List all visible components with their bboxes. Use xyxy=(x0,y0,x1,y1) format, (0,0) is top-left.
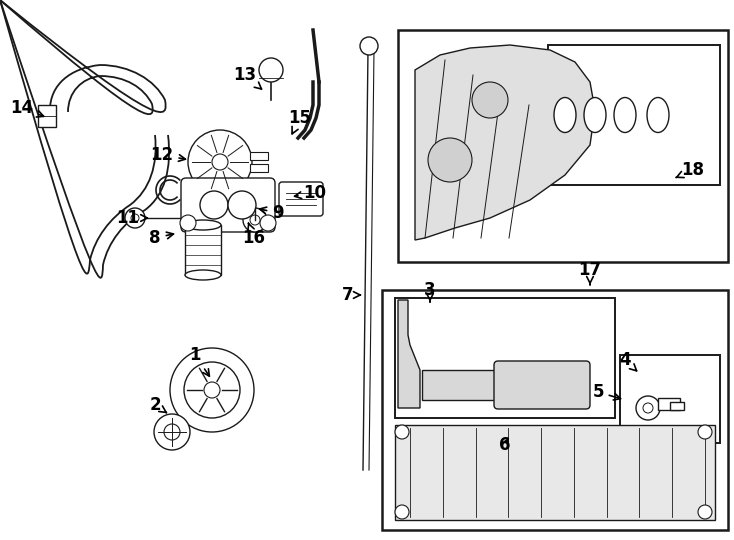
Text: 10: 10 xyxy=(294,184,327,202)
Text: 2: 2 xyxy=(149,396,167,414)
Text: 6: 6 xyxy=(499,436,511,454)
Text: 9: 9 xyxy=(260,204,284,222)
Circle shape xyxy=(395,425,409,439)
Circle shape xyxy=(472,82,508,118)
Circle shape xyxy=(259,58,283,82)
FancyBboxPatch shape xyxy=(494,361,590,409)
Text: 3: 3 xyxy=(424,281,436,302)
Bar xyxy=(548,45,720,185)
Text: 12: 12 xyxy=(150,146,186,164)
Circle shape xyxy=(125,208,145,228)
Text: 17: 17 xyxy=(578,261,602,285)
Ellipse shape xyxy=(185,220,221,230)
Ellipse shape xyxy=(584,98,606,132)
Bar xyxy=(250,152,268,160)
Bar xyxy=(185,225,221,275)
Bar xyxy=(670,402,684,410)
Bar xyxy=(398,30,728,262)
Circle shape xyxy=(154,414,190,450)
Bar xyxy=(620,355,720,443)
Text: 7: 7 xyxy=(342,286,360,304)
Circle shape xyxy=(204,382,220,398)
Circle shape xyxy=(698,425,712,439)
Ellipse shape xyxy=(185,270,221,280)
Text: 11: 11 xyxy=(117,209,148,227)
Circle shape xyxy=(243,208,267,232)
Text: 13: 13 xyxy=(233,66,261,89)
Circle shape xyxy=(212,154,228,170)
Circle shape xyxy=(360,37,378,55)
Text: 15: 15 xyxy=(288,109,311,134)
Text: 5: 5 xyxy=(592,383,620,401)
Bar xyxy=(382,290,728,530)
Polygon shape xyxy=(395,425,715,520)
Circle shape xyxy=(188,130,252,194)
Circle shape xyxy=(180,215,196,231)
Circle shape xyxy=(250,215,260,225)
Circle shape xyxy=(428,138,472,182)
Circle shape xyxy=(184,362,240,418)
Circle shape xyxy=(200,191,228,219)
Text: 14: 14 xyxy=(10,99,43,117)
Circle shape xyxy=(260,215,276,231)
Bar xyxy=(422,370,497,400)
Circle shape xyxy=(131,214,139,222)
Bar xyxy=(38,105,56,127)
Bar xyxy=(395,298,615,418)
Polygon shape xyxy=(415,45,595,240)
Text: 1: 1 xyxy=(189,346,209,376)
Bar xyxy=(250,164,268,172)
FancyBboxPatch shape xyxy=(279,182,323,216)
Circle shape xyxy=(643,403,653,413)
Text: 4: 4 xyxy=(619,351,636,371)
Text: 8: 8 xyxy=(149,229,173,247)
Circle shape xyxy=(698,505,712,519)
Ellipse shape xyxy=(614,98,636,132)
Ellipse shape xyxy=(647,98,669,132)
Polygon shape xyxy=(398,300,420,408)
Bar xyxy=(658,398,680,410)
Circle shape xyxy=(164,424,180,440)
Circle shape xyxy=(636,396,660,420)
FancyBboxPatch shape xyxy=(181,178,275,232)
Text: 18: 18 xyxy=(676,161,705,179)
Text: 16: 16 xyxy=(242,223,266,247)
Circle shape xyxy=(395,505,409,519)
Ellipse shape xyxy=(554,98,576,132)
Circle shape xyxy=(170,348,254,432)
Circle shape xyxy=(228,191,256,219)
